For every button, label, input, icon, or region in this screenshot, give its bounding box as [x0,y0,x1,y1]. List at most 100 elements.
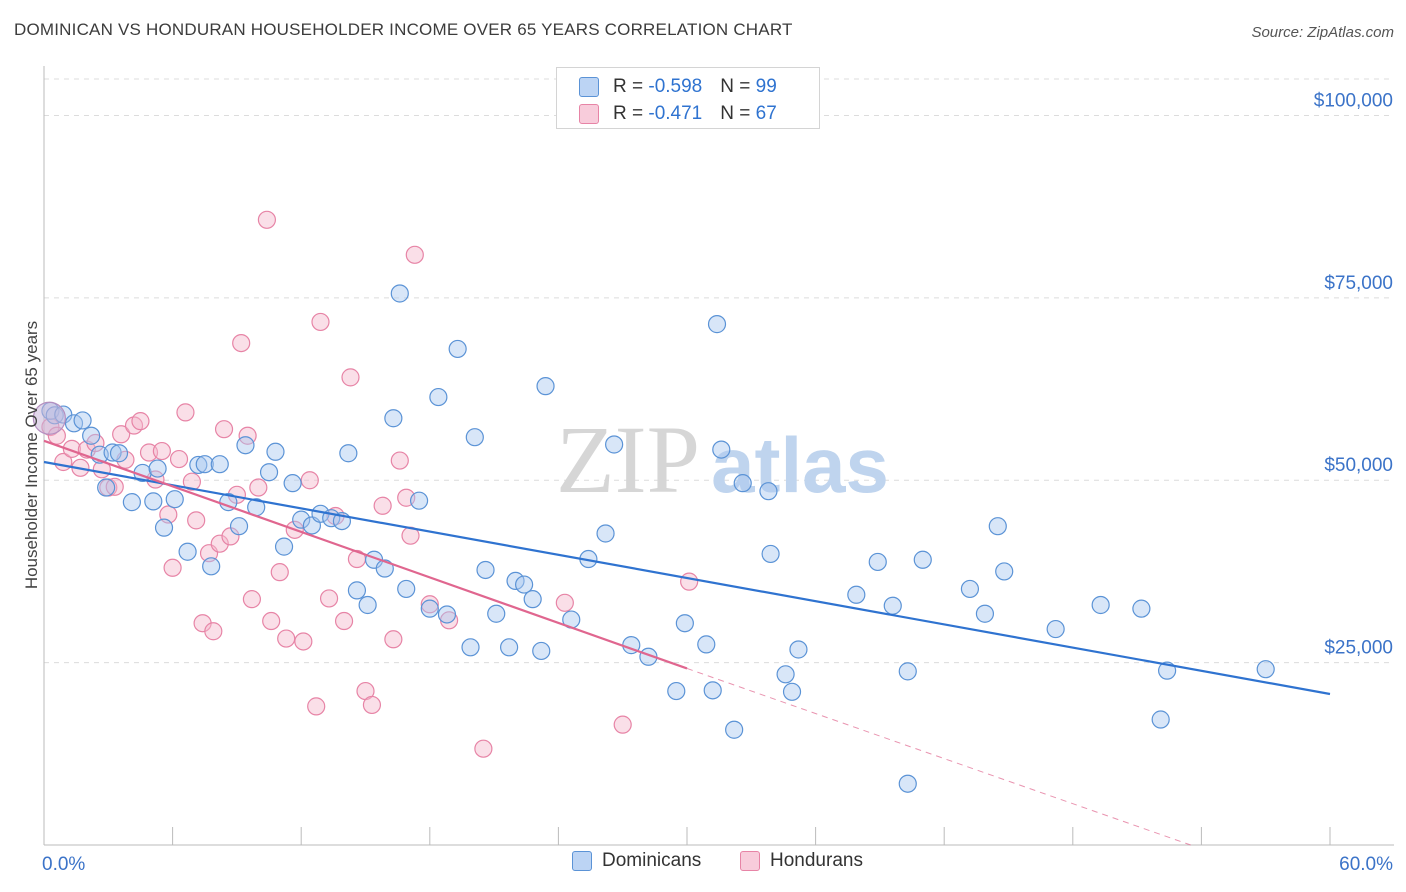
dominican-point [536,377,555,396]
dominican-point [988,517,1007,536]
watermark-zip: ZIP [556,406,700,513]
legend-item-dominicans: Dominicans [572,850,701,872]
chart-title: DOMINICAN VS HONDURAN HOUSEHOLDER INCOME… [14,20,793,39]
dominican-point [461,638,480,657]
honduran-point [204,622,223,641]
legend-n-label: N = [720,103,756,124]
dominican-point [782,682,802,701]
dominican-point [210,455,229,474]
dominican-point [960,579,980,599]
dominican-point [274,537,294,556]
dominican-point [776,665,795,684]
hondurans-trend-extension [686,667,1191,846]
honduran-point [474,739,493,758]
dominican-point [1091,595,1110,615]
honduran-point [131,412,150,431]
honduran-point [112,425,131,444]
hondurans-trend-line [43,439,688,670]
dominican-point [178,542,197,561]
dominican-point [697,635,716,654]
dominican-point [667,681,686,701]
honduran-point [680,572,699,591]
axes: 0.0% 60.0% [42,66,1394,875]
legend-row-hondurans: R = -0.471 N = 67 [579,103,777,125]
honduran-point [405,245,424,264]
honduran-point [384,630,403,649]
y-tick-label: $100,000 [1314,90,1393,111]
dominican-point [144,492,163,511]
honduran-point [334,611,354,631]
dominican-point [165,490,184,509]
y-tick-label: $75,000 [1324,273,1393,294]
legend-r-value: -0.471 [648,103,703,124]
honduran-point [307,697,326,716]
honduran-point [420,595,439,614]
honduran-point [257,210,277,229]
honduran-point [390,451,409,470]
dominican-point [292,510,311,529]
legend-bottom: Dominicans Hondurans [0,850,1406,878]
dominican-point [500,638,519,657]
dominican-point [347,581,367,600]
honduran-point [300,471,319,490]
x-tick-label-max: 60.0% [1339,854,1393,875]
dominican-point [384,409,403,428]
cluster-point [32,401,66,435]
dominican-point [465,428,484,447]
dominican-point [523,590,542,609]
dominican-point [154,518,174,537]
honduran-point [270,563,289,582]
honduran-point [242,590,262,609]
dominican-point [733,474,752,493]
honduran-point [294,632,313,651]
honduran-point [152,441,171,461]
dominican-point [995,562,1014,581]
y-tick-label: $50,000 [1324,455,1393,476]
dominican-point [898,662,917,681]
dominican-point [283,474,302,493]
honduran-point [163,558,182,577]
legend-swatch-dominicans [572,851,592,871]
honduran-point [555,593,574,612]
gridlines: $25,000 $50,000 $75,000 $100,000 [44,78,1394,664]
honduran-point [176,403,195,422]
dominicans-trend-line [43,460,1331,696]
legend-n-value: 67 [755,103,777,124]
legend-r-label: R = [613,76,649,97]
legend-swatch-hondurans [740,851,760,871]
honduran-point [187,511,206,530]
honduran-point [613,715,632,734]
x-tick-label-min: 0.0% [42,854,85,875]
dominican-point [448,339,467,359]
dominican-point [675,614,694,633]
dominican-point [847,585,866,604]
dominican-point [73,411,92,430]
dominican-point [515,575,534,594]
dominican-point [868,552,887,572]
honduran-point [232,333,251,353]
dominican-point [1132,599,1151,618]
honduran-point [341,368,360,387]
legend-swatch-hondurans [579,104,599,124]
watermark-atlas: atlas [711,421,889,509]
honduran-point [319,589,339,608]
dominican-point [148,459,167,478]
dominican-point [266,442,285,461]
y-tick-label: $25,000 [1324,638,1393,659]
legend-row-dominicans: R = -0.598 N = 99 [579,76,777,98]
dominican-point [487,604,506,623]
honduran-point [373,496,392,515]
dominican-point [189,455,208,475]
dominican-point [437,605,457,624]
dominican-point [429,387,448,407]
dominican-point [195,455,214,474]
dominican-point [82,426,101,445]
honduran-point [277,629,296,648]
dominican-point [259,463,279,482]
legend-swatch-dominicans [579,77,599,97]
dominican-point [605,435,624,454]
dominican-point [1046,619,1065,639]
dominican-point [358,595,377,615]
dominican-point [975,604,995,623]
legend-n-label: N = [720,76,756,97]
